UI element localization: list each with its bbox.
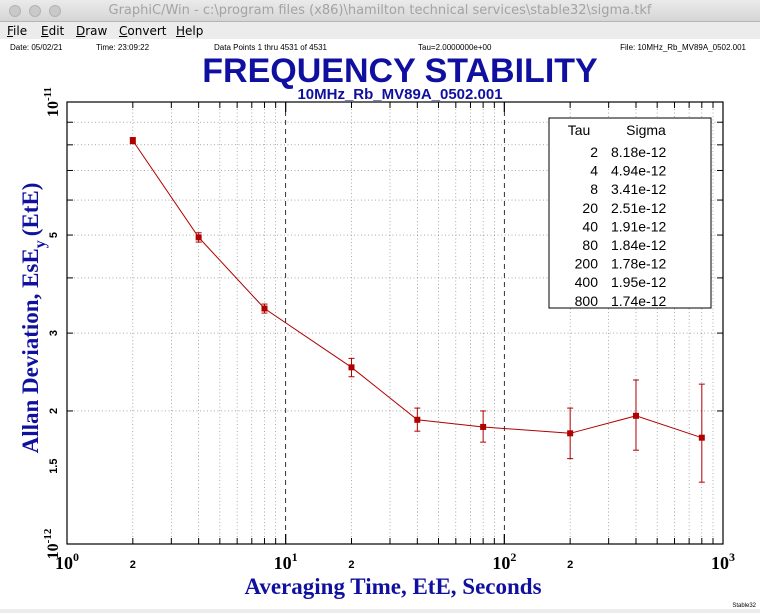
data-point (698, 434, 705, 441)
footer-tag: Stable32 (732, 603, 756, 609)
header-file: File: 10MHz_Rb_MV89A_0502.001 (620, 43, 746, 52)
menu-edit[interactable]: Edit (41, 24, 65, 38)
chart-title: FREQUENCY STABILITY (202, 52, 598, 90)
data-point (480, 423, 487, 430)
menu-help[interactable]: Help (176, 24, 204, 38)
stability-plot: Date: 05/02/21 Time: 23:09:22 Data Point… (10, 43, 757, 609)
chart-subtitle: 10MHz_Rb_MV89A_0502.001 (297, 86, 502, 103)
table-cell-sigma: 4.94e-12 (611, 163, 666, 179)
data-series (129, 137, 705, 483)
y-tick-label: 5 (48, 232, 60, 238)
data-point (414, 416, 421, 423)
plot-page: Date: 05/02/21 Time: 23:09:22 Data Point… (0, 39, 760, 609)
table-cell-tau: 200 (575, 256, 599, 272)
y-tick-label: 10-11 (42, 87, 62, 117)
data-point (261, 305, 268, 312)
data-table: Tau Sigma 2 8.18e-12 4 4.94e-12 8 3.41e-12 20 2.5… (548, 117, 712, 309)
y-tick-label: 3 (48, 330, 60, 336)
table-header-tau: Tau (568, 122, 591, 138)
y-tick-label: 10-12 (42, 528, 62, 559)
table-cell-sigma: 3.41e-12 (611, 181, 666, 197)
minimize-window-button[interactable] (29, 5, 41, 17)
header-date: Date: 05/02/21 (10, 43, 63, 52)
table-cell-sigma: 2.51e-12 (611, 200, 666, 216)
menu-draw[interactable]: Draw (76, 24, 108, 38)
data-table-frame (548, 117, 712, 309)
table-cell-sigma: 8.18e-12 (611, 144, 666, 160)
data-point (195, 234, 202, 241)
x-tick-labels: 100 2 101 2 102 2 103 (55, 550, 735, 573)
table-cell-sigma: 1.74e-12 (611, 293, 666, 309)
table-cell-sigma: 1.84e-12 (611, 237, 666, 253)
zoom-window-button[interactable] (49, 5, 61, 17)
table-cell-tau: 4 (590, 163, 598, 179)
x-tick-label: 2 (348, 559, 354, 571)
data-point (129, 137, 136, 144)
y-axis-label: Allan Deviation, EsEy(EtE) (18, 183, 49, 454)
table-cell-tau: 400 (575, 274, 599, 290)
table-header-sigma: Sigma (626, 122, 666, 138)
menu-convert[interactable]: Convert (119, 24, 167, 38)
menu-file[interactable]: File (7, 24, 28, 38)
x-tick-label: 2 (567, 559, 573, 571)
plot-frame (66, 101, 724, 545)
header-points: Data Points 1 thru 4531 of 4531 (214, 43, 328, 52)
x-tick-label: 100 (55, 550, 79, 573)
x-axis-label: Averaging Time, EtE, Seconds (244, 574, 541, 599)
header-time: Time: 23:09:22 (96, 43, 150, 52)
y-tick-label: 1.5 (48, 459, 60, 474)
table-cell-tau: 8 (590, 181, 598, 197)
data-point (567, 430, 574, 437)
x-tick-label: 2 (130, 559, 136, 571)
table-cell-tau: 40 (582, 218, 598, 234)
x-tick-label: 102 (492, 550, 516, 573)
window-title-bar: GraphiC/Win - c:\program files (x86)\ham… (0, 0, 760, 22)
table-cell-sigma: 1.95e-12 (611, 274, 666, 290)
menu-bar: File Edit Draw Convert Help (0, 22, 760, 39)
close-window-button[interactable] (9, 5, 21, 17)
x-tick-label: 101 (274, 550, 298, 573)
header-tau: Tau=2.0000000e+00 (418, 43, 492, 52)
table-cell-sigma: 1.78e-12 (611, 256, 666, 272)
table-cell-tau: 2 (590, 144, 598, 160)
data-point (632, 412, 639, 419)
table-cell-tau: 800 (575, 293, 599, 309)
y-tick-label: 2 (48, 408, 60, 414)
table-cell-tau: 80 (582, 237, 598, 253)
table-cell-sigma: 1.91e-12 (611, 218, 666, 234)
table-cell-tau: 20 (582, 200, 598, 216)
x-tick-label: 103 (711, 550, 735, 573)
window-title: GraphiC/Win - c:\program files (x86)\ham… (108, 3, 652, 18)
y-tick-labels: 10-11 5 3 2 1.5 10-12 (42, 87, 62, 559)
data-point (348, 364, 355, 371)
